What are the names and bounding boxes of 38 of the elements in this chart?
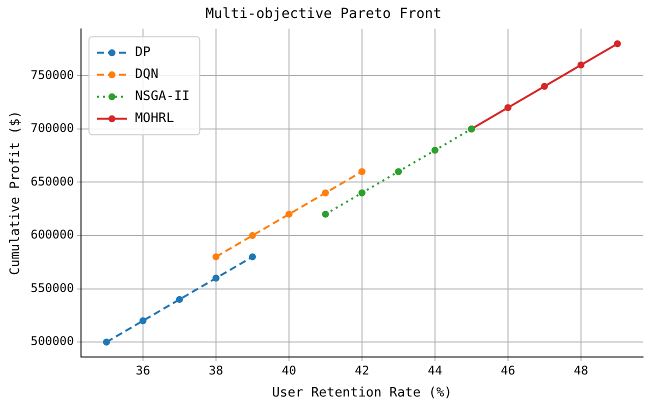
x-tick-label: 38: [208, 363, 224, 378]
point: [358, 189, 366, 196]
point: [540, 82, 548, 90]
point: [102, 338, 110, 346]
point: [285, 210, 292, 218]
legend-label: MOHRL: [134, 111, 174, 126]
legend-label: NSGA-II: [134, 89, 190, 104]
legend-label: DQN: [134, 67, 158, 82]
point: [248, 253, 256, 260]
point: [431, 146, 438, 154]
point: [176, 296, 183, 303]
point: [394, 168, 402, 176]
legend-label: DP: [134, 45, 151, 60]
x-tick-label: 46: [500, 363, 516, 378]
y-tick-label: 750000: [30, 68, 74, 82]
x-axis-title: User Retention Rate (%): [272, 386, 452, 401]
point: [614, 40, 621, 48]
y-tick-label: 650000: [30, 174, 74, 188]
y-tick-label: 700000: [30, 121, 74, 136]
point: [139, 317, 146, 324]
point: [577, 62, 584, 69]
point: [212, 274, 220, 282]
point: [504, 104, 512, 112]
x-tick-label: 40: [282, 363, 296, 378]
point: [248, 232, 256, 240]
point: [322, 210, 329, 218]
y-tick-label: 600000: [30, 228, 74, 242]
point: [322, 189, 329, 196]
y-tick-label: 500000: [30, 334, 74, 348]
x-tick-label: 44: [428, 363, 442, 378]
chart-title: Multi-objective Pareto Front: [205, 6, 442, 22]
point: [358, 168, 366, 176]
y-axis-title: Cumulative Profit ($): [8, 110, 24, 276]
x-tick-label: 48: [574, 363, 588, 378]
point: [212, 253, 220, 260]
y-tick-label: 550000: [30, 280, 74, 295]
x-tick-label: 36: [136, 363, 150, 378]
x-tick-label: 42: [354, 363, 370, 378]
